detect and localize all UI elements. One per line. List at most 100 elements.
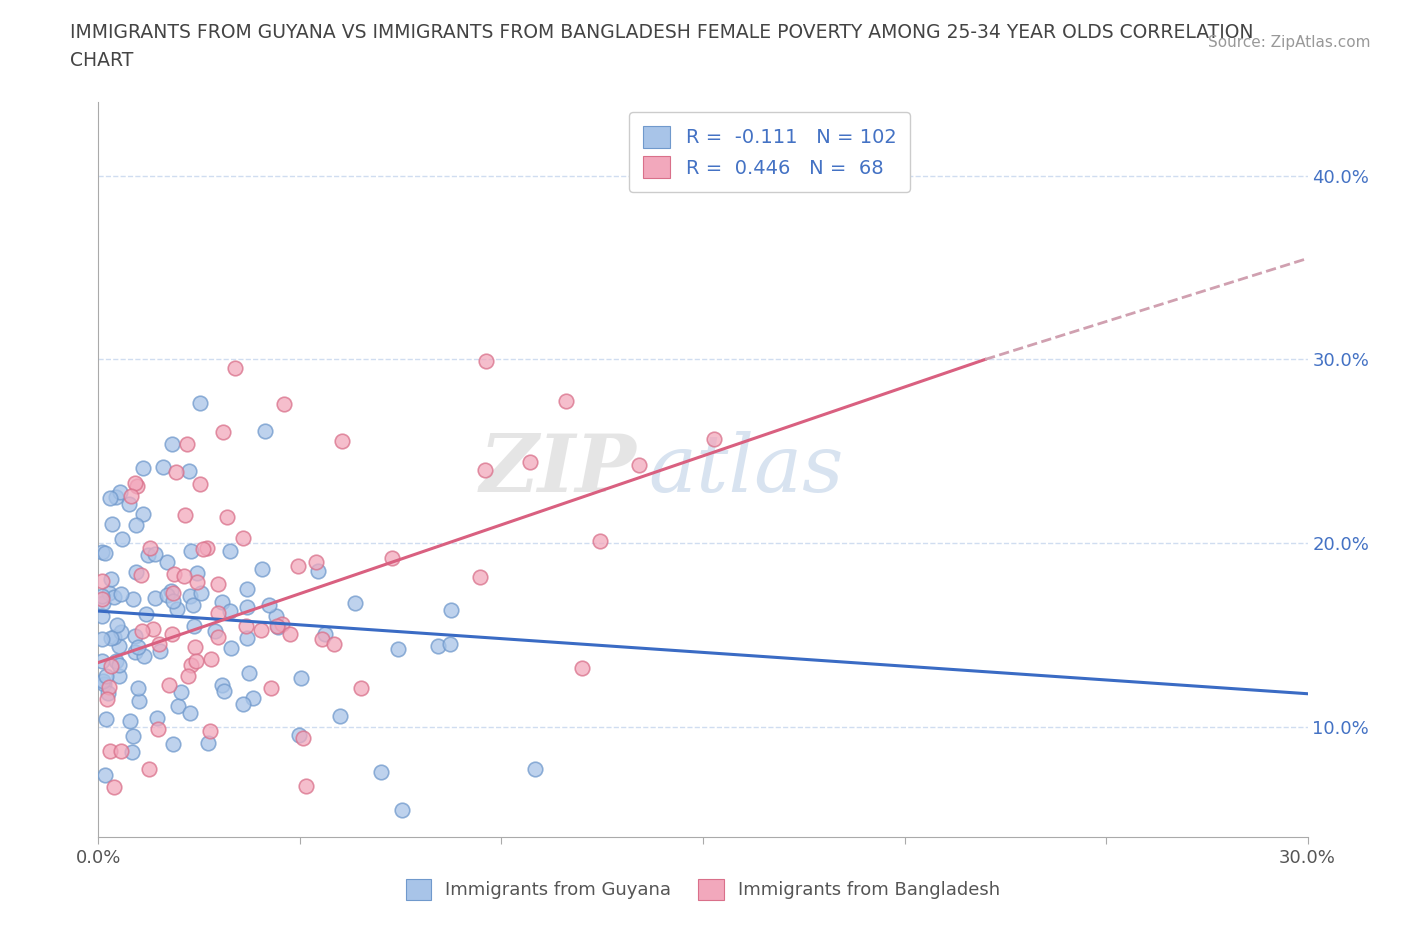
Point: [122, 591, 145, 606]
Point: [98, 491, 121, 506]
Point: [186, 574, 208, 589]
Point: [204, 624, 226, 639]
Point: [117, 497, 139, 512]
Point: [236, 631, 259, 645]
Point: [110, 625, 132, 640]
Point: [332, 433, 354, 448]
Point: [124, 629, 146, 644]
Point: [280, 627, 302, 642]
Point: [427, 638, 450, 653]
Point: [170, 684, 193, 699]
Point: [103, 590, 125, 604]
Point: [148, 636, 170, 651]
Point: [177, 669, 200, 684]
Point: [103, 779, 125, 794]
Legend: R =  -0.111   N = 102, R =  0.446   N =  68: R = -0.111 N = 102, R = 0.446 N = 68: [628, 112, 910, 192]
Point: [197, 736, 219, 751]
Point: [207, 577, 229, 591]
Point: [470, 570, 492, 585]
Point: [294, 778, 316, 793]
Point: [474, 463, 496, 478]
Point: [138, 762, 160, 777]
Point: [96, 692, 118, 707]
Point: [314, 626, 336, 641]
Point: [165, 464, 187, 479]
Point: [91, 589, 114, 604]
Point: [287, 559, 309, 574]
Point: [100, 658, 122, 673]
Point: [134, 648, 156, 663]
Point: [249, 623, 271, 638]
Point: [323, 636, 346, 651]
Point: [235, 618, 257, 633]
Point: [344, 596, 367, 611]
Point: [180, 543, 202, 558]
Point: [139, 541, 162, 556]
Point: [212, 425, 235, 440]
Point: [186, 565, 208, 580]
Point: [260, 681, 283, 696]
Point: [270, 617, 292, 631]
Point: [156, 554, 179, 569]
Point: [253, 423, 276, 438]
Point: [232, 697, 254, 711]
Point: [191, 541, 214, 556]
Point: [91, 608, 114, 623]
Text: IMMIGRANTS FROM GUYANA VS IMMIGRANTS FROM BANGLADESH FEMALE POVERTY AMONG 25-34 : IMMIGRANTS FROM GUYANA VS IMMIGRANTS FRO…: [70, 23, 1254, 42]
Point: [219, 604, 242, 618]
Text: atlas: atlas: [648, 431, 844, 509]
Point: [176, 436, 198, 451]
Point: [311, 632, 333, 647]
Point: [190, 396, 212, 411]
Point: [100, 572, 122, 587]
Point: [214, 684, 236, 698]
Point: [91, 545, 114, 560]
Point: [190, 586, 212, 601]
Point: [100, 744, 122, 759]
Point: [132, 506, 155, 521]
Point: [104, 489, 127, 504]
Point: [519, 455, 541, 470]
Point: [290, 671, 312, 685]
Point: [96, 669, 118, 684]
Point: [703, 432, 725, 446]
Point: [555, 393, 578, 408]
Point: [146, 711, 169, 726]
Point: [122, 729, 145, 744]
Point: [195, 540, 218, 555]
Point: [128, 693, 150, 708]
Point: [167, 698, 190, 713]
Point: [149, 644, 172, 658]
Point: [91, 631, 114, 646]
Point: [257, 598, 280, 613]
Text: ZIP: ZIP: [479, 431, 637, 509]
Point: [219, 641, 242, 656]
Point: [146, 722, 169, 737]
Point: [627, 458, 650, 472]
Point: [108, 638, 131, 653]
Point: [179, 706, 201, 721]
Point: [108, 658, 131, 672]
Point: [97, 586, 120, 601]
Point: [142, 621, 165, 636]
Point: [236, 600, 259, 615]
Point: [162, 437, 184, 452]
Point: [238, 666, 260, 681]
Text: Source: ZipAtlas.com: Source: ZipAtlas.com: [1208, 35, 1371, 50]
Point: [121, 745, 143, 760]
Point: [350, 681, 373, 696]
Point: [91, 653, 114, 668]
Point: [184, 653, 207, 668]
Point: [266, 618, 288, 633]
Point: [131, 623, 153, 638]
Point: [129, 567, 152, 582]
Point: [104, 654, 127, 669]
Point: [97, 685, 120, 700]
Point: [173, 569, 195, 584]
Point: [160, 583, 183, 598]
Point: [211, 677, 233, 692]
Point: [94, 767, 117, 782]
Point: [307, 564, 329, 578]
Point: [124, 476, 146, 491]
Point: [166, 602, 188, 617]
